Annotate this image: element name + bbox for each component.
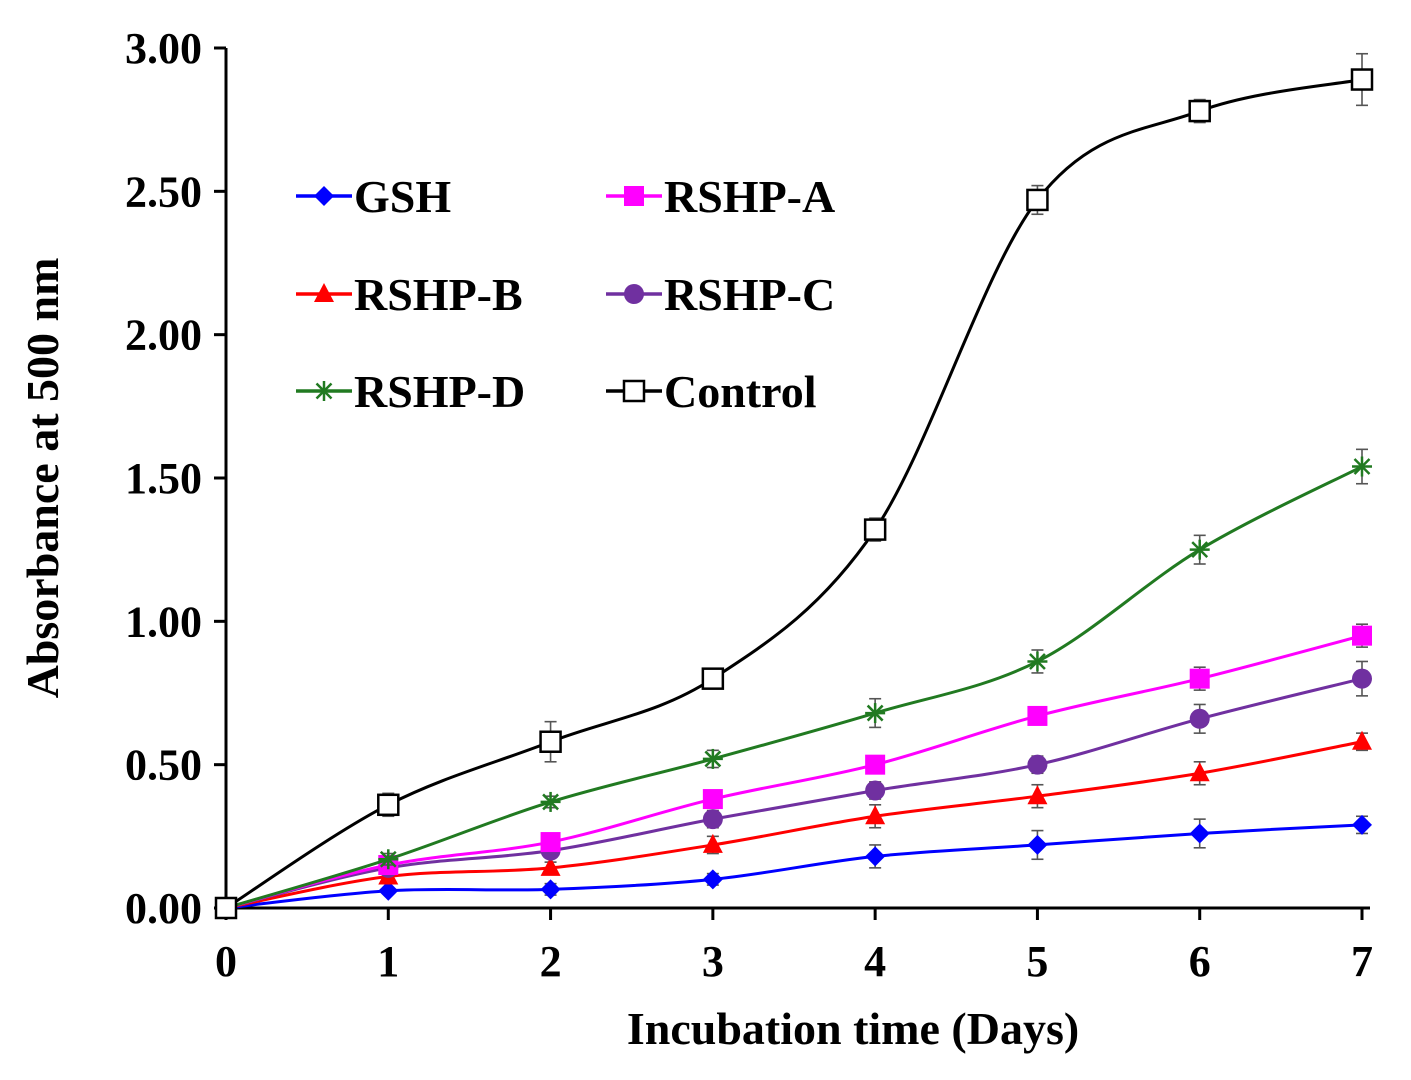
data-point-rshp-c bbox=[1352, 668, 1372, 689]
legend-entry-gsh: GSH bbox=[296, 171, 451, 222]
data-point-rshp-d bbox=[1352, 456, 1372, 477]
y-tick-label: 1.00 bbox=[125, 597, 202, 646]
series-line-rshp-d bbox=[225, 465, 1363, 910]
legend-marker-rshp-d bbox=[314, 381, 334, 401]
y-tick-label: 0.50 bbox=[125, 741, 202, 790]
data-point-control bbox=[214, 896, 238, 920]
x-axis-title: Incubation time (Days) bbox=[627, 1003, 1079, 1054]
data-point-gsh bbox=[378, 880, 399, 901]
data-point-rshp-c bbox=[702, 809, 723, 830]
legend-marker-rshp-b bbox=[314, 283, 334, 302]
x-tick-label: 2 bbox=[540, 937, 562, 986]
x-tick-label: 0 bbox=[215, 937, 237, 986]
series-line-rshp-c bbox=[225, 677, 1363, 910]
data-point-rshp-b bbox=[865, 805, 886, 825]
legend-label-rshp-b: RSHP-B bbox=[354, 269, 523, 320]
series-line-rshp-b bbox=[225, 740, 1363, 910]
legend-entry-rshp-d: RSHP-D bbox=[296, 366, 525, 417]
x-tick-label: 7 bbox=[1351, 937, 1373, 986]
x-tick-label: 1 bbox=[377, 937, 399, 986]
data-point-rshp-a bbox=[702, 789, 723, 810]
data-point-gsh bbox=[702, 869, 723, 890]
series-line-gsh bbox=[225, 823, 1363, 910]
legend-entry-control: Control bbox=[606, 366, 817, 417]
data-point-control bbox=[539, 730, 562, 753]
series-control bbox=[214, 52, 1374, 920]
data-point-rshp-c bbox=[1027, 754, 1048, 775]
data-point-control bbox=[1188, 99, 1211, 123]
legend-label-rshp-c: RSHP-C bbox=[664, 269, 835, 320]
data-point-rshp-d bbox=[378, 849, 399, 870]
data-point-rshp-b bbox=[1189, 762, 1210, 782]
y-axis-title: Absorbance at 500 nm bbox=[17, 258, 68, 699]
data-point-rshp-d bbox=[1027, 651, 1048, 672]
data-point-rshp-b bbox=[540, 856, 561, 876]
legend-entry-rshp-a: RSHP-A bbox=[606, 171, 835, 222]
legend-marker-rshp-c bbox=[624, 284, 644, 304]
data-point-gsh bbox=[1352, 814, 1372, 835]
data-point-rshp-a bbox=[1027, 705, 1048, 726]
legend-marker-gsh bbox=[314, 186, 334, 206]
x-tick-label: 3 bbox=[702, 937, 724, 986]
data-point-rshp-c bbox=[1189, 708, 1210, 729]
data-point-rshp-a bbox=[865, 754, 886, 775]
legend-label-control: Control bbox=[664, 366, 817, 417]
data-point-gsh bbox=[540, 879, 561, 900]
data-point-rshp-c bbox=[865, 780, 886, 801]
data-point-control bbox=[1350, 68, 1374, 91]
legend-marker-control bbox=[622, 379, 646, 403]
legend-marker-rshp-a bbox=[624, 186, 644, 206]
data-point-rshp-a bbox=[1352, 625, 1372, 646]
axes-layer: 0.00 0.50 1.00 1.50 2.00 2.50 3.00 0 1 2 3 4 5 6 7 bbox=[125, 24, 1373, 986]
legend-entry-rshp-c: RSHP-C bbox=[606, 269, 835, 320]
data-point-rshp-a bbox=[1189, 668, 1210, 689]
legend-label-rshp-a: RSHP-A bbox=[664, 171, 835, 222]
data-point-gsh bbox=[1027, 834, 1048, 855]
x-tick-label: 5 bbox=[1026, 937, 1048, 986]
x-tick-label: 4 bbox=[864, 937, 886, 986]
series-line-rshp-a bbox=[225, 634, 1363, 910]
y-tick-label: 0.00 bbox=[125, 884, 202, 933]
series-gsh bbox=[216, 814, 1372, 918]
series-line-control bbox=[225, 78, 1363, 910]
data-point-control bbox=[1026, 188, 1049, 212]
data-point-control bbox=[701, 667, 725, 690]
data-point-rshp-b bbox=[1027, 785, 1048, 805]
data-point-control bbox=[377, 793, 400, 817]
data-point-gsh bbox=[1189, 823, 1210, 844]
y-tick-label: 3.00 bbox=[125, 24, 202, 73]
data-point-rshp-a bbox=[540, 832, 561, 853]
data-point-control bbox=[863, 518, 887, 541]
data-point-rshp-d bbox=[702, 748, 723, 769]
data-point-rshp-d bbox=[540, 791, 561, 812]
data-point-rshp-b bbox=[1352, 730, 1372, 750]
x-tick-label: 6 bbox=[1189, 937, 1211, 986]
legend-label-rshp-d: RSHP-D bbox=[354, 366, 525, 417]
series-layer bbox=[214, 52, 1374, 920]
data-point-rshp-d bbox=[1189, 539, 1210, 560]
legend-entry-rshp-b: RSHP-B bbox=[296, 269, 523, 320]
legend-label-gsh: GSH bbox=[354, 171, 451, 222]
y-tick-label: 1.50 bbox=[125, 454, 202, 503]
data-point-rshp-d bbox=[865, 703, 886, 724]
data-point-gsh bbox=[865, 846, 886, 867]
y-tick-label: 2.00 bbox=[125, 311, 202, 360]
legend: GSH RSHP-A RSHP-B RSHP-C RSHP-D Control bbox=[296, 171, 835, 417]
data-point-rshp-b bbox=[702, 833, 723, 853]
y-tick-label: 2.50 bbox=[125, 167, 202, 216]
